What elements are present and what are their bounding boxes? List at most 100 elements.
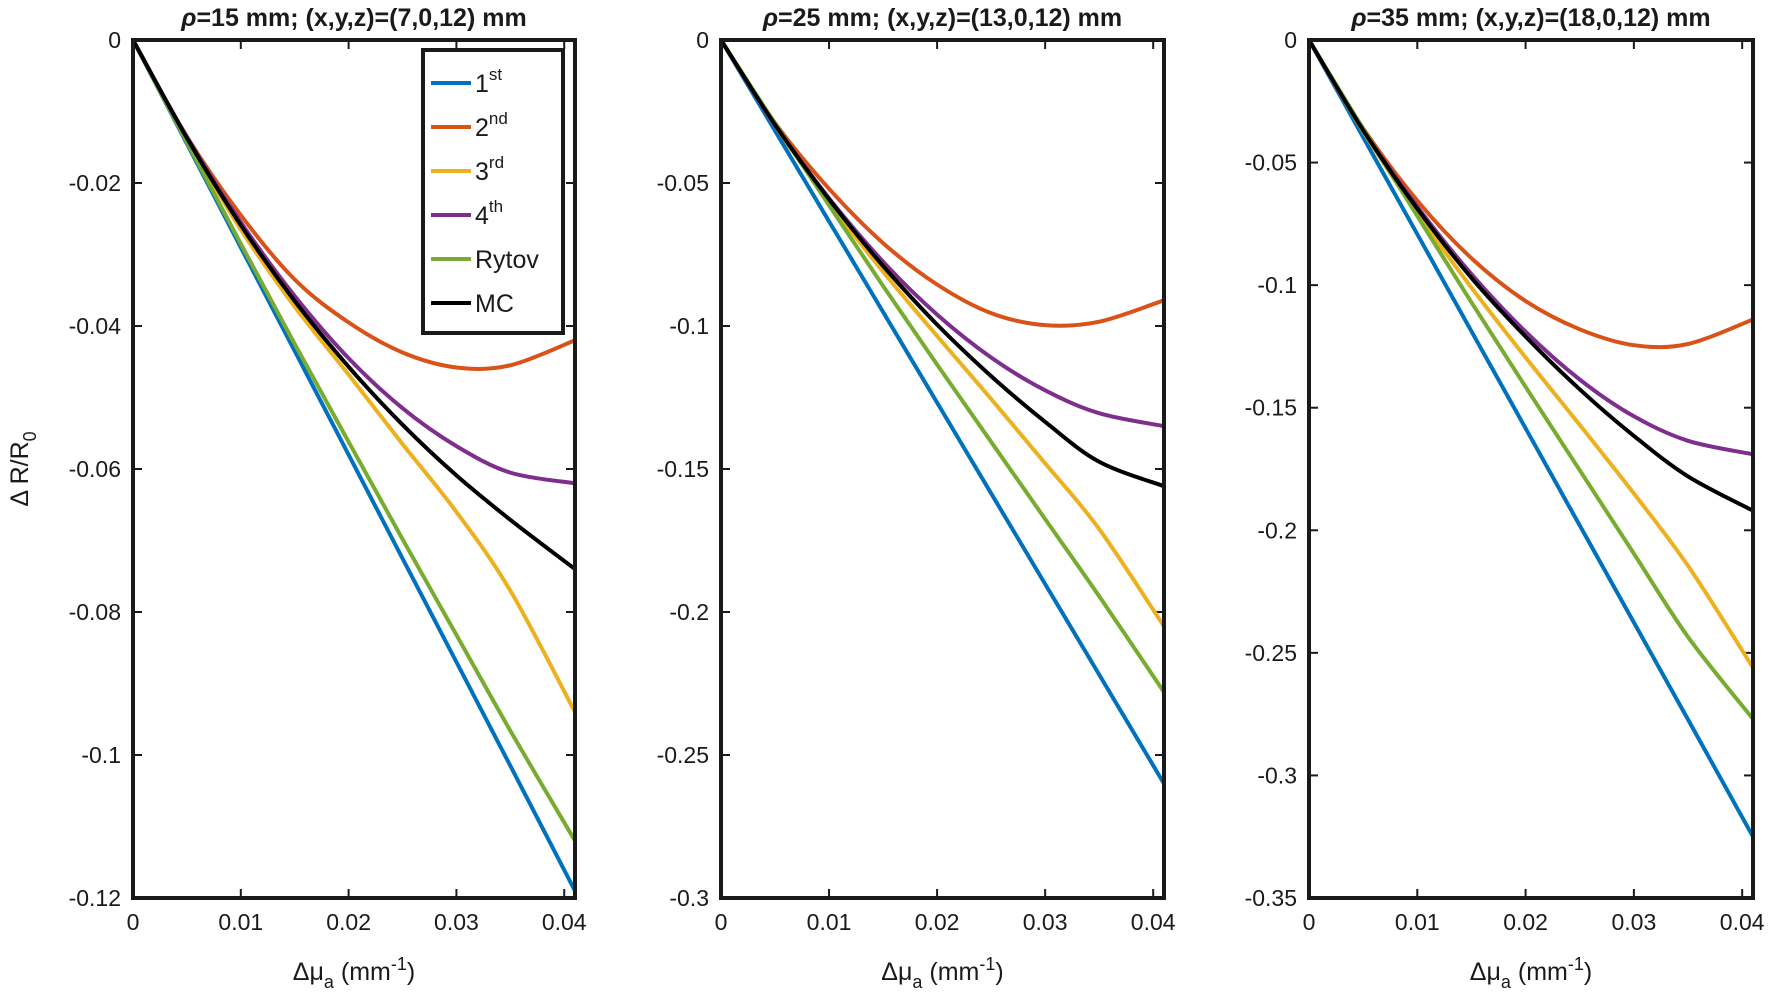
x-axis-label: Δμa (mm-1) <box>293 954 415 992</box>
x-tick-label: 0.03 <box>1023 909 1068 935</box>
legend-box <box>421 48 565 335</box>
y-tick-label: -0.2 <box>1257 517 1297 543</box>
y-tick-label: -0.08 <box>69 599 121 625</box>
axes-box <box>719 38 1166 900</box>
legend-label: 2nd <box>475 109 508 142</box>
title-rho: ρ <box>762 4 778 32</box>
x-tick-label: 0 <box>715 909 728 935</box>
x-label-sub: a <box>912 972 923 992</box>
axes-box <box>1307 38 1755 900</box>
series-line-3rd <box>719 38 1166 628</box>
x-label-prefix: Δμ <box>881 958 912 986</box>
y-tick-label: -0.3 <box>669 885 709 911</box>
legend-label-base: Rytov <box>475 246 539 274</box>
x-label-unit: (mm <box>922 958 979 986</box>
y-tick-label: -0.1 <box>1257 272 1297 298</box>
x-axis-label: Δμa (mm-1) <box>881 954 1003 992</box>
y-tick-label: -0.06 <box>69 456 121 482</box>
x-tick-label: 0.01 <box>807 909 852 935</box>
x-tick-label: 0 <box>1303 909 1316 935</box>
legend-label-base: 2 <box>475 114 489 142</box>
x-label-prefix: Δμ <box>1470 958 1501 986</box>
series-line-4th <box>719 38 1165 429</box>
panel-2: 0-0.05-0.1-0.15-0.2-0.25-0.30 0.01 0.02 0.0… <box>657 4 1176 992</box>
legend-label-sup: rd <box>489 153 504 172</box>
panel-title: ρ=15 mm; (x,y,z)=(7,0,12) mm <box>180 4 526 32</box>
legend-label: 3rd <box>475 153 504 186</box>
x-tick-label: 0.02 <box>1503 909 1548 935</box>
y-label-main: Δ R/R <box>6 441 34 506</box>
x-tick-label: 0.04 <box>1720 909 1765 935</box>
legend-label-sup: th <box>489 197 503 216</box>
x-tick-label: 0 <box>127 909 140 935</box>
series-line-rytov <box>131 39 577 842</box>
legend-label-sup: nd <box>489 109 508 128</box>
y-tick-label: -0.3 <box>1257 762 1297 788</box>
x-label-unit-end: ) <box>1584 958 1592 986</box>
panel-title: ρ=35 mm; (x,y,z)=(18,0,12) mm <box>1350 4 1710 32</box>
y-tick-label: -0.12 <box>69 885 121 911</box>
x-label-unit: (mm <box>334 958 391 986</box>
y-tick-label: -0.25 <box>1245 640 1297 666</box>
x-label-sub: a <box>1501 972 1512 992</box>
axes-box <box>131 38 577 900</box>
y-tick-label: -0.35 <box>1245 885 1297 911</box>
title-rest: =15 mm; (x,y,z)=(7,0,12) mm <box>196 4 526 32</box>
x-label-unit-sup: -1 <box>1568 954 1584 974</box>
y-tick-label: -0.25 <box>657 742 709 768</box>
y-tick-label: -0.05 <box>657 170 709 196</box>
title-rho: ρ <box>1350 4 1366 32</box>
y-tick-label: -0.15 <box>657 456 709 482</box>
legend-label: 1st <box>475 65 502 98</box>
x-tick-label: 0.02 <box>326 909 371 935</box>
x-tick-label: 0.04 <box>542 909 587 935</box>
x-label-unit-end: ) <box>407 958 415 986</box>
x-tick-label: 0.03 <box>434 909 479 935</box>
series-line-mc <box>131 39 577 571</box>
title-rho: ρ <box>180 4 196 32</box>
legend-label-sup: st <box>489 65 503 84</box>
title-rest: =25 mm; (x,y,z)=(13,0,12) mm <box>778 4 1122 32</box>
x-label-sub: a <box>324 972 335 992</box>
x-label-unit-end: ) <box>995 958 1003 986</box>
legend-label-base: 4 <box>475 202 489 230</box>
series-line-mc <box>719 38 1165 489</box>
y-tick-label: -0.05 <box>1245 150 1297 176</box>
y-tick-label: 0 <box>108 27 121 53</box>
legend-label-base: 1 <box>475 70 489 98</box>
y-tick-label: -0.1 <box>669 313 709 339</box>
legend-label: 4th <box>475 197 503 230</box>
series-line-2nd <box>719 38 1165 328</box>
series-line-1st <box>1307 39 1755 838</box>
y-tick-label: 0 <box>1284 27 1297 53</box>
y-axis-label: Δ R/R0 <box>6 431 40 506</box>
legend-label: MC <box>475 290 514 318</box>
panel-3: 0-0.05-0.1-0.15-0.2-0.25-0.3-0.350 0.01 0.… <box>1245 4 1765 992</box>
x-tick-label: 0.04 <box>1131 909 1176 935</box>
x-label-prefix: Δμ <box>293 958 324 986</box>
y-label-sub: 0 <box>20 431 40 441</box>
series-line-rytov <box>1307 38 1755 721</box>
title-rest: =35 mm; (x,y,z)=(18,0,12) mm <box>1367 4 1711 32</box>
panel-1: 0-0.02-0.04-0.06-0.08-0.1-0.120 0.01 0.02 0… <box>6 4 587 992</box>
series-line-mc <box>1307 38 1754 513</box>
legend-label-base: 3 <box>475 158 489 186</box>
y-tick-label: -0.1 <box>81 742 121 768</box>
series-line-2nd <box>1307 38 1754 350</box>
x-axis-label: Δμa (mm-1) <box>1470 954 1592 992</box>
legend-label-base: MC <box>475 290 514 318</box>
legend-label: Rytov <box>475 246 539 274</box>
legend: 1st 2nd 3rd 4th Rytov MC <box>421 48 565 335</box>
x-label-unit-sup: -1 <box>391 954 407 974</box>
y-tick-label: -0.02 <box>69 170 121 196</box>
x-tick-label: 0.03 <box>1611 909 1656 935</box>
x-label-unit-sup: -1 <box>979 954 995 974</box>
x-tick-label: 0.02 <box>915 909 960 935</box>
y-tick-label: 0 <box>696 27 709 53</box>
series-line-1st <box>719 38 1166 785</box>
y-tick-label: -0.15 <box>1245 395 1297 421</box>
y-tick-label: -0.04 <box>69 313 122 339</box>
x-tick-label: 0.01 <box>218 909 263 935</box>
x-label-unit: (mm <box>1511 958 1568 986</box>
